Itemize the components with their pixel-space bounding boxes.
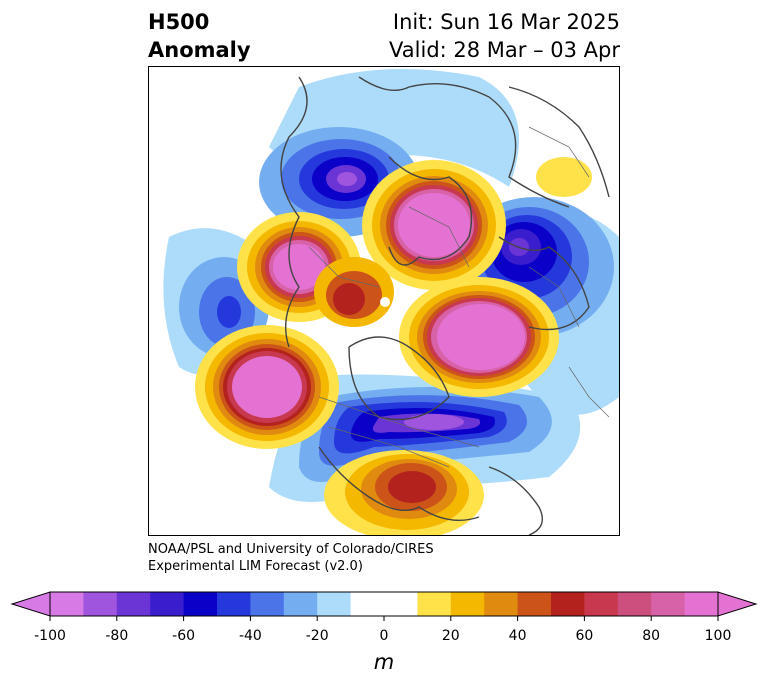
north-pole-marker <box>380 297 390 307</box>
colorbar-segment <box>450 592 485 616</box>
credit-line-2: Experimental LIM Forecast (v2.0) <box>148 559 363 574</box>
colorbar-tick-label: -100 <box>34 628 66 644</box>
colorbar-segment <box>116 592 151 616</box>
colorbar-tick-label: -40 <box>238 628 262 644</box>
init-date: Init: Sun 16 Mar 2025 <box>392 10 620 34</box>
colorbar-segment <box>50 592 84 616</box>
colorbar-segment <box>517 592 552 616</box>
colorbar-unit-label: m <box>373 650 395 674</box>
colorbar-extend-high <box>717 591 758 617</box>
colorbar-ticks <box>49 616 719 621</box>
chart-title-right: Init: Sun 16 Mar 2025 Valid: 28 Mar – 03… <box>389 8 620 64</box>
colorbar-extend-low <box>10 591 51 617</box>
valid-range: Valid: 28 Mar – 03 Apr <box>389 38 620 62</box>
colorbar-tick-label: 20 <box>441 628 460 644</box>
colorbar-segment <box>584 592 619 616</box>
anomaly-map <box>148 66 620 536</box>
colorbar-tick-label: -20 <box>305 628 329 644</box>
colorbar-segments <box>10 591 758 617</box>
positive-anomaly-fields <box>195 157 592 535</box>
colorbar-tick-label: 80 <box>642 628 661 644</box>
colorbar-segment <box>684 592 719 616</box>
chart-title-left: H500 Anomaly <box>148 8 251 64</box>
title-quantity: Anomaly <box>148 38 251 62</box>
colorbar-segment <box>617 592 652 616</box>
colorbar-tick-label: 0 <box>379 628 389 644</box>
anomaly-map-svg <box>157 69 619 535</box>
colorbar-tick-label: 60 <box>575 628 594 644</box>
borders <box>308 126 610 468</box>
colorbar-tick-label: -60 <box>172 628 196 644</box>
colorbar-segment <box>350 592 418 616</box>
title-variable: H500 <box>148 10 210 34</box>
colorbar-segment <box>283 592 318 616</box>
colorbar-tick-label: -80 <box>105 628 129 644</box>
colorbar-tick-label: 40 <box>508 628 527 644</box>
colorbar-segment <box>150 592 185 616</box>
colorbar-segment <box>217 592 251 616</box>
colorbar-segment <box>183 592 218 616</box>
colorbar-tick-label: 100 <box>704 628 732 644</box>
colorbar-segment <box>417 592 452 616</box>
colorbar-segment <box>651 592 686 616</box>
colorbar-segment <box>317 592 352 616</box>
colorbar-segment <box>250 592 285 616</box>
colorbar-segment <box>551 592 585 616</box>
colorbar-segment <box>484 592 519 616</box>
colorbar <box>10 591 758 621</box>
colorbar-segment <box>83 592 118 616</box>
coastlines <box>280 76 610 535</box>
credit-text: NOAA/PSL and University of Colorado/CIRE… <box>148 541 434 575</box>
credit-line-1: NOAA/PSL and University of Colorado/CIRE… <box>148 542 434 557</box>
